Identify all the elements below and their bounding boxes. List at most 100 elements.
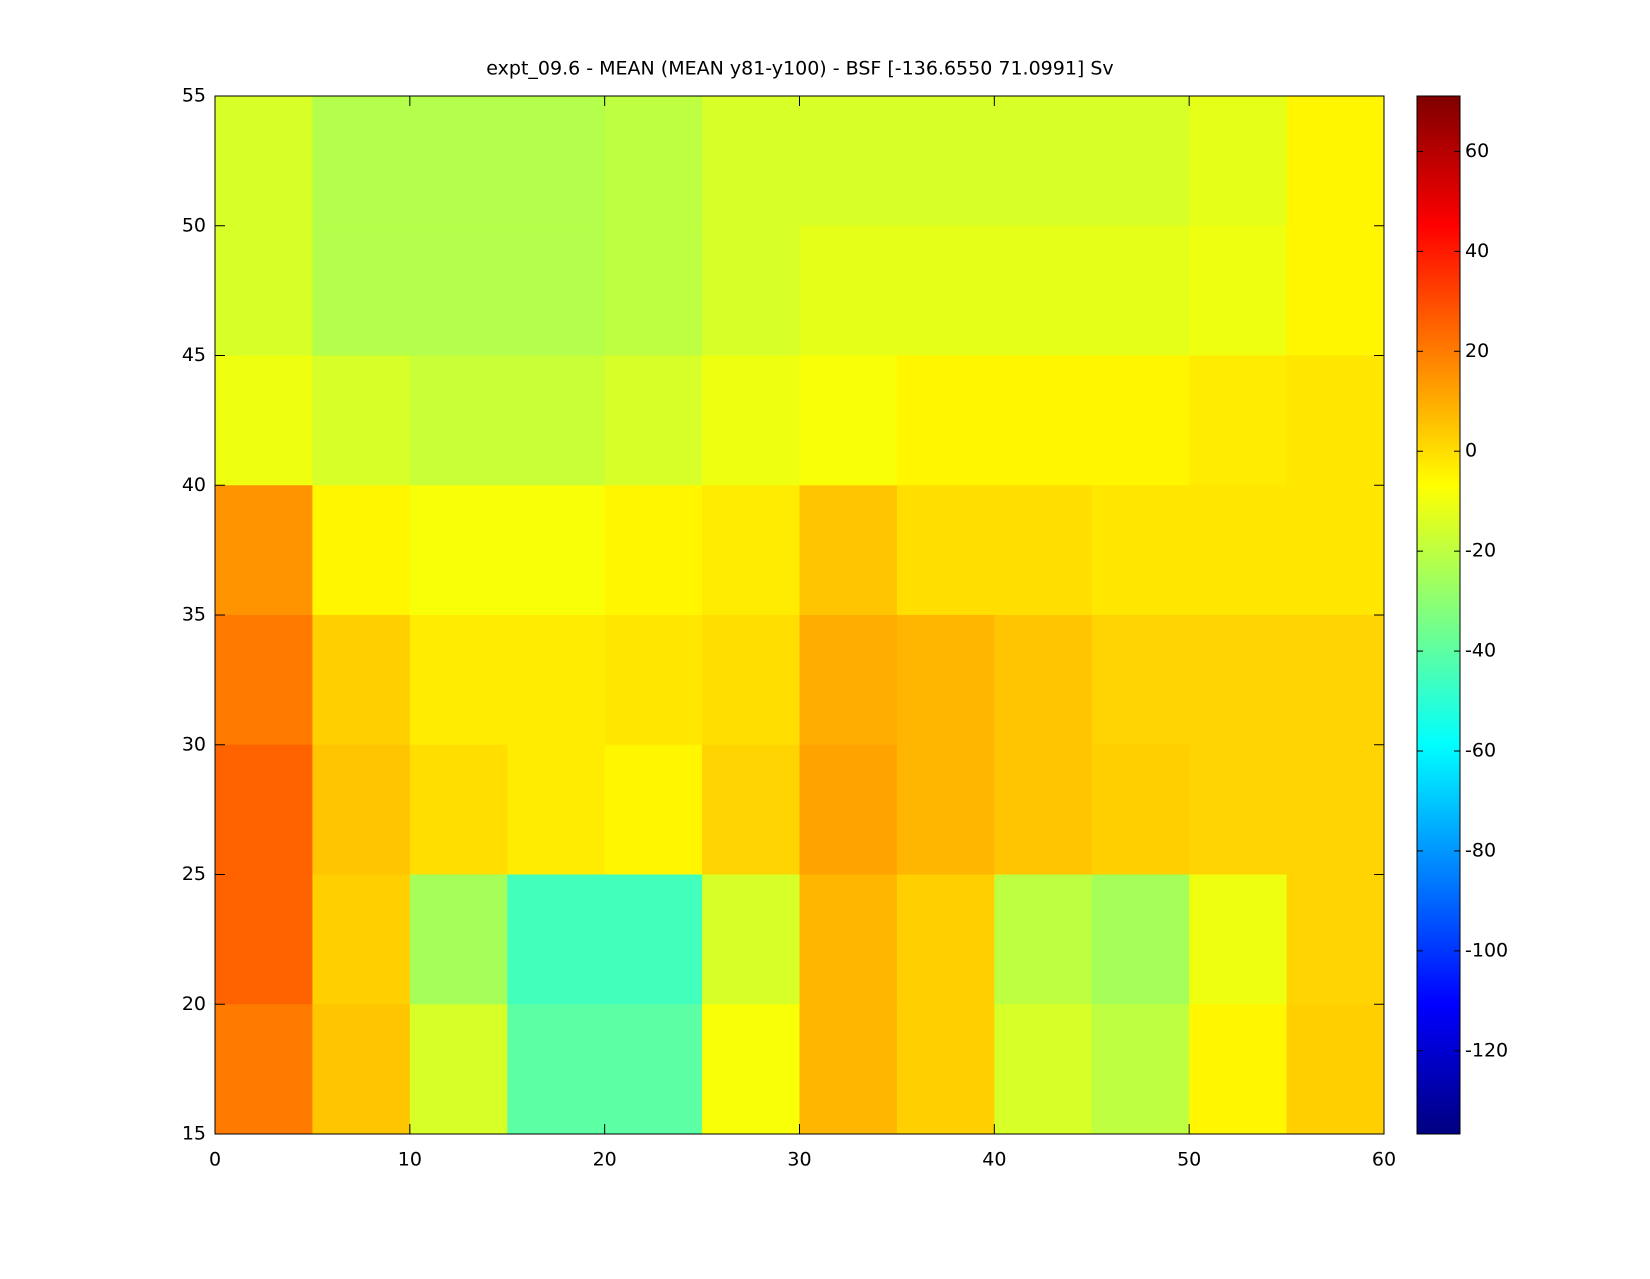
heatmap-cell [1091, 1004, 1190, 1134]
heatmap-cell [1189, 1004, 1288, 1134]
heatmap-cell [409, 874, 508, 1005]
y-tick-label: 40 [182, 474, 206, 496]
heatmap-cell [799, 485, 898, 616]
heatmap-cell [507, 485, 606, 616]
heatmap-cell [409, 615, 508, 746]
chart-title: expt_09.6 - MEAN (MEAN y81-y100) - BSF [… [486, 58, 1113, 80]
heatmap-cell [994, 355, 1093, 486]
heatmap-cell [507, 744, 606, 875]
colorbar-tick-label: -120 [1465, 1039, 1508, 1061]
heatmap-cell [994, 225, 1093, 356]
heatmap-cell [1189, 615, 1288, 746]
x-tick-label: 60 [1372, 1149, 1396, 1171]
colorbar-tick-label: 0 [1465, 440, 1477, 462]
colorbar-tick-label: -60 [1465, 740, 1496, 762]
heatmap-cell [1189, 96, 1288, 227]
heatmap-cell [702, 225, 800, 356]
heatmap-cell [994, 485, 1093, 616]
heatmap-cell [1286, 485, 1384, 616]
heatmap-cell [1189, 355, 1288, 486]
heatmap-cell [215, 874, 313, 1005]
heatmap-cell [312, 355, 411, 486]
heatmap-cell [507, 225, 606, 356]
heatmap-cell [507, 355, 606, 486]
heatmap-cell [604, 874, 703, 1005]
heatmap-cell [702, 96, 800, 227]
heatmap-cell [1286, 355, 1384, 486]
heatmap-cell [896, 355, 995, 486]
heatmap-cell [1286, 225, 1384, 356]
y-tick-label: 25 [182, 863, 206, 885]
heatmap-cell [1091, 355, 1190, 486]
x-tick-label: 40 [982, 1149, 1006, 1171]
heatmap-cell [507, 874, 606, 1005]
heatmap-cell [604, 225, 703, 356]
heatmap-cell [1091, 744, 1190, 875]
heatmap-cell [312, 615, 411, 746]
y-tick-label: 35 [182, 604, 206, 626]
heatmap-cell [312, 485, 411, 616]
heatmap-cell [994, 1004, 1093, 1134]
colorbar-tick-label: -40 [1465, 640, 1496, 662]
x-tick-label: 0 [209, 1149, 221, 1171]
heatmap-cell [409, 225, 508, 356]
heatmap-cell [312, 96, 411, 227]
heatmap-cell [215, 96, 313, 227]
colorbar-tick-label: -80 [1465, 839, 1496, 861]
heatmap-cell [1286, 874, 1384, 1005]
heatmap-cell [896, 225, 995, 356]
heatmap-cell [994, 96, 1093, 227]
colorbar-tick-label: 60 [1465, 140, 1489, 162]
heatmap-cell [604, 1004, 703, 1134]
heatmap-cell [312, 1004, 411, 1134]
heatmap-cell [1286, 744, 1384, 875]
heatmap-cell [994, 744, 1093, 875]
y-tick-label: 20 [182, 993, 206, 1015]
heatmap-cell [896, 485, 995, 616]
heatmap-cell [604, 744, 703, 875]
heatmap-cell [896, 1004, 995, 1134]
heatmap-cell [702, 615, 800, 746]
heatmap [215, 96, 1384, 1134]
y-tick-label: 50 [182, 214, 206, 236]
heatmap-cell [604, 355, 703, 486]
heatmap-cell [215, 225, 313, 356]
heatmap-cell [1189, 744, 1288, 875]
heatmap-cell [1091, 615, 1190, 746]
heatmap-cell [994, 615, 1093, 746]
heatmap-cell [1286, 1004, 1384, 1134]
heatmap-cell [215, 1004, 313, 1134]
colorbar-tick-label: 20 [1465, 340, 1489, 362]
heatmap-cell [1091, 225, 1190, 356]
heatmap-cell [604, 96, 703, 227]
heatmap-cell [1189, 225, 1288, 356]
heatmap-cell [994, 874, 1093, 1005]
heatmap-cell [409, 744, 508, 875]
heatmap-cell [799, 874, 898, 1005]
y-tick-label: 45 [182, 344, 206, 366]
heatmap-cell [507, 96, 606, 227]
heatmap-cell [215, 485, 313, 616]
heatmap-cell [799, 355, 898, 486]
heatmap-cell [312, 874, 411, 1005]
heatmap-cell [409, 355, 508, 486]
heatmap-cell [799, 615, 898, 746]
heatmap-cell [896, 874, 995, 1005]
x-tick-label: 30 [787, 1149, 811, 1171]
heatmap-cell [1286, 96, 1384, 227]
colorbar-tick-label: -20 [1465, 540, 1496, 562]
colorbar-tick-label: -100 [1465, 939, 1508, 961]
heatmap-cell [896, 744, 995, 875]
heatmap-cell [1189, 874, 1288, 1005]
heatmap-cell [507, 615, 606, 746]
heatmap-cell [507, 1004, 606, 1134]
heatmap-cell [896, 96, 995, 227]
colorbar-tick-label: 40 [1465, 240, 1489, 262]
heatmap-cell [799, 96, 898, 227]
heatmap-cell [215, 615, 313, 746]
heatmap-cell [604, 615, 703, 746]
heatmap-cell [799, 744, 898, 875]
heatmap-cell [312, 225, 411, 356]
y-tick-label: 55 [182, 85, 206, 107]
heatmap-cell [1286, 615, 1384, 746]
